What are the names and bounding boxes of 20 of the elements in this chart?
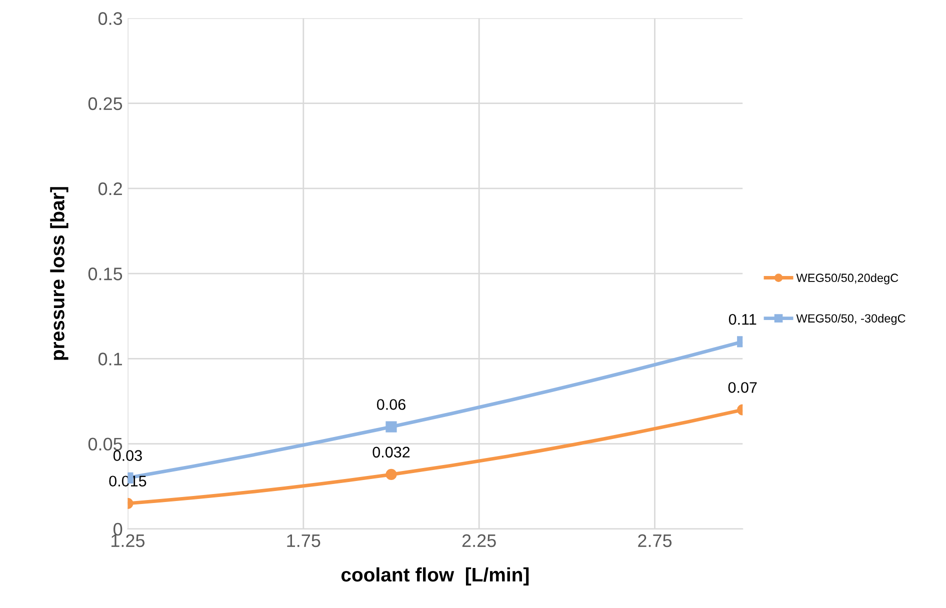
x-tick-label: 2.75: [638, 534, 672, 548]
y-tick-label: 0.15: [88, 268, 122, 280]
y-axis-title: pressure loss [bar]: [50, 187, 68, 360]
data-label: 0.06: [376, 399, 406, 410]
y-tick-label: 0: [114, 522, 122, 536]
x-axis-title: coolant flow [L/min]: [341, 567, 529, 586]
y-tick-label: 0.05: [88, 438, 122, 451]
legend-label: WEG50/50,20degC: [796, 273, 898, 284]
data-label: 0.07: [728, 382, 757, 393]
y-tick-label: 0.3: [98, 12, 122, 25]
x-tick-label: 2.25: [462, 534, 496, 548]
y-tick-label: 0.1: [98, 352, 122, 366]
data-label: 0.03: [113, 450, 142, 461]
x-tick-label: 1.25: [112, 534, 145, 548]
data-label: 0.032: [372, 446, 410, 458]
data-label: 0.11: [728, 314, 756, 325]
y-tick-label: 0.25: [88, 97, 122, 110]
y-tick-label: 0.2: [98, 182, 122, 196]
x-tick-label: 1.75: [287, 534, 320, 548]
legend-label: WEG50/50, -30degC: [796, 314, 906, 325]
